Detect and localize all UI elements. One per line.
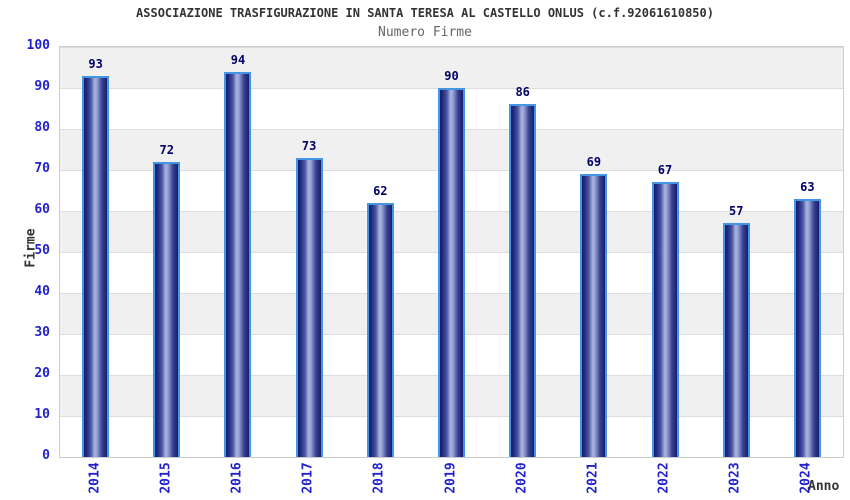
y-tick-70: 70 (34, 161, 50, 176)
x-tick-2022: 2022 (656, 462, 672, 494)
bar-value-2018: 62 (373, 183, 388, 198)
x-tick-2019: 2019 (443, 462, 458, 494)
x-tick-2016: 2016 (229, 462, 245, 494)
bar-value-2017: 73 (301, 138, 317, 153)
bar-2017 (295, 157, 323, 457)
bar-value-2019: 90 (444, 69, 459, 83)
bar-2018 (366, 202, 394, 457)
x-tick-2023: 2023 (727, 462, 743, 494)
y-tick-10: 10 (34, 407, 50, 422)
x-tick-2020: 2020 (514, 462, 530, 494)
bar-2024 (793, 198, 821, 457)
bar-2016 (224, 71, 252, 457)
chart-title: ASSOCIAZIONE TRASFIGURAZIONE IN SANTA TE… (136, 6, 714, 20)
chart-subtitle: Numero Firme (378, 25, 472, 40)
y-tick-0: 0 (42, 448, 50, 463)
bar-value-2024: 63 (800, 179, 815, 194)
x-tick-2021: 2021 (585, 462, 601, 494)
y-tick-90: 90 (34, 79, 50, 94)
y-axis-ticks: 0 10 20 30 40 50 60 70 80 90 100 (0, 38, 52, 463)
bar-value-2016: 94 (230, 52, 246, 67)
bar-value-2014: 93 (88, 56, 103, 71)
bar-value-2015: 72 (159, 142, 174, 157)
bar-value-2022: 67 (657, 163, 673, 178)
x-tick-2014: 2014 (87, 462, 103, 494)
bar-2015 (153, 161, 181, 457)
bar-2020 (509, 104, 537, 457)
bar-value-2023: 57 (728, 204, 744, 219)
bar-2023 (722, 223, 750, 457)
x-axis-labels: 2014 2015 2016 2017 2018 2019 2020 2021 2022 2023… (59, 456, 842, 500)
bar-2021 (580, 174, 608, 457)
y-tick-40: 40 (34, 284, 50, 299)
y-tick-30: 30 (34, 325, 50, 340)
y-tick-80: 80 (34, 120, 50, 135)
y-tick-100: 100 (26, 38, 50, 53)
x-tick-2017: 2017 (300, 462, 316, 494)
x-axis-title: Anno (808, 479, 840, 494)
x-tick-2018: 2018 (371, 462, 387, 494)
bar-2014 (82, 75, 110, 457)
y-tick-60: 60 (34, 202, 50, 217)
bar-2019 (438, 88, 465, 457)
bar-2022 (651, 182, 679, 457)
plot-area: 93 72 94 73 62 90 86 69 67 57 63 (59, 46, 844, 458)
bar-value-2021: 69 (586, 155, 602, 170)
bar-value-2020: 86 (515, 85, 530, 100)
x-tick-2015: 2015 (158, 462, 174, 494)
y-tick-50: 50 (34, 243, 50, 258)
y-tick-20: 20 (34, 366, 50, 381)
